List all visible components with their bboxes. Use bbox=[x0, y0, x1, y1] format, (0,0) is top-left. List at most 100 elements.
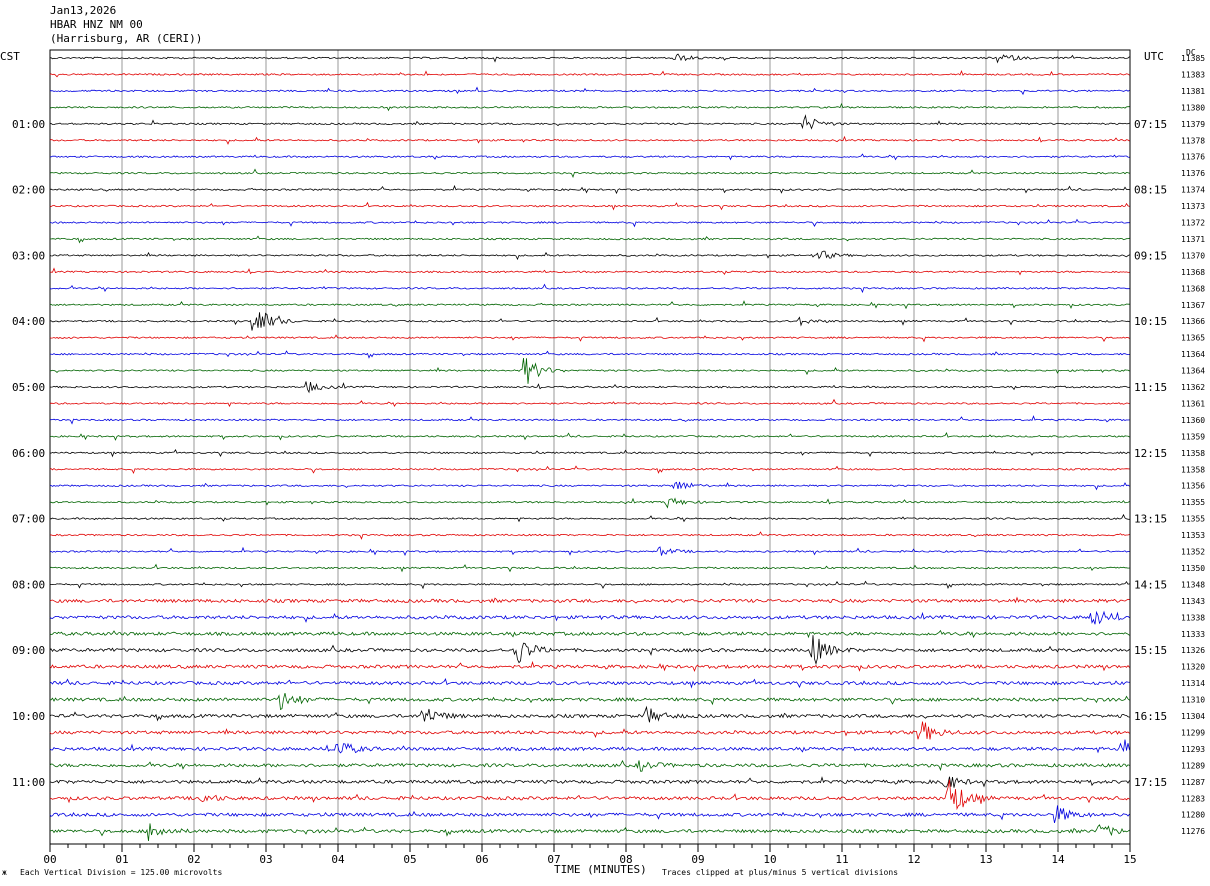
dc-value: 11280 bbox=[1181, 811, 1205, 820]
dc-value: 11353 bbox=[1181, 531, 1205, 540]
trace-line bbox=[49, 235, 1130, 244]
trace-line bbox=[49, 580, 1130, 590]
trace-line bbox=[49, 300, 1130, 310]
dc-value: 11304 bbox=[1181, 712, 1205, 721]
dc-value: 11348 bbox=[1181, 580, 1205, 589]
x-tick-label: 10 bbox=[763, 853, 776, 866]
trace-line bbox=[49, 481, 1130, 491]
trace-line bbox=[49, 114, 1130, 130]
x-tick-label: 03 bbox=[259, 853, 272, 866]
trace-line bbox=[49, 759, 1130, 772]
trace-line bbox=[49, 432, 1130, 441]
trace-line bbox=[49, 779, 1130, 811]
x-tick-label: 14 bbox=[1051, 853, 1065, 866]
trace-line bbox=[49, 312, 1130, 331]
hour-label-cst: 05:00 bbox=[12, 381, 45, 394]
dc-value: 11276 bbox=[1181, 827, 1205, 836]
dc-value: 11283 bbox=[1181, 794, 1205, 803]
trace-line bbox=[49, 398, 1130, 408]
x-tick-label: 06 bbox=[475, 853, 488, 866]
hour-label-cst: 03:00 bbox=[12, 249, 45, 262]
trace-line bbox=[49, 546, 1130, 556]
hour-label-utc: 07:15 bbox=[1134, 118, 1167, 131]
x-axis-title: TIME (MINUTES) bbox=[554, 863, 647, 876]
trace-line bbox=[49, 629, 1130, 639]
trace-line bbox=[49, 102, 1130, 112]
trace-line bbox=[49, 201, 1130, 211]
dc-value: 11380 bbox=[1181, 103, 1205, 112]
trace-line bbox=[49, 513, 1130, 523]
trace-line bbox=[49, 448, 1130, 458]
hour-label-utc: 17:15 bbox=[1134, 776, 1167, 789]
dc-value: 11385 bbox=[1181, 54, 1205, 63]
dc-value: 11352 bbox=[1181, 548, 1205, 557]
x-tick-label: 04 bbox=[331, 853, 345, 866]
dc-value: 11314 bbox=[1181, 679, 1205, 688]
dc-value: 11372 bbox=[1181, 219, 1205, 228]
dc-value: 11343 bbox=[1181, 597, 1205, 606]
scale-note-marker: ж bbox=[2, 868, 7, 877]
dc-value: 11366 bbox=[1181, 317, 1205, 326]
dc-value: 11362 bbox=[1181, 383, 1205, 392]
x-tick-label: 01 bbox=[115, 853, 128, 866]
plot-date: Jan13,2026 bbox=[50, 4, 117, 17]
dc-value: 11310 bbox=[1181, 696, 1205, 705]
dc-value: 11289 bbox=[1181, 761, 1205, 770]
hour-label-utc: 10:15 bbox=[1134, 315, 1167, 328]
x-tick-label: 07 bbox=[547, 853, 560, 866]
hour-label-utc: 11:15 bbox=[1134, 381, 1167, 394]
hour-label-utc: 08:15 bbox=[1134, 184, 1167, 197]
hour-label-utc: 14:15 bbox=[1134, 578, 1167, 591]
dc-value: 11381 bbox=[1181, 87, 1205, 96]
x-tick-label: 12 bbox=[907, 853, 920, 866]
x-tick-label: 11 bbox=[835, 853, 848, 866]
dc-value: 11364 bbox=[1181, 367, 1205, 376]
trace-line bbox=[49, 53, 1130, 64]
dc-value: 11326 bbox=[1181, 646, 1205, 655]
x-tick-label: 09 bbox=[691, 853, 704, 866]
trace-line bbox=[49, 283, 1130, 294]
dc-value: 11350 bbox=[1181, 564, 1205, 573]
dc-value: 11370 bbox=[1181, 251, 1205, 260]
trace-line bbox=[49, 635, 1130, 666]
dc-value: 11376 bbox=[1181, 153, 1205, 162]
dc-value: 11379 bbox=[1181, 120, 1205, 129]
dc-value: 11293 bbox=[1181, 745, 1205, 754]
trace-line bbox=[49, 677, 1130, 689]
clip-note: Traces clipped at plus/minus 5 vertical … bbox=[662, 868, 899, 877]
dc-value: 11359 bbox=[1181, 432, 1205, 441]
hour-label-cst: 09:00 bbox=[12, 644, 45, 657]
dc-value: 11378 bbox=[1181, 136, 1205, 145]
trace-line bbox=[49, 184, 1130, 195]
trace-line bbox=[49, 610, 1130, 625]
dc-value: 11383 bbox=[1181, 71, 1205, 80]
trace-line bbox=[49, 805, 1130, 823]
scale-note: Each Vertical Division = 125.00 microvol… bbox=[20, 868, 223, 877]
dc-value: 11299 bbox=[1181, 728, 1205, 737]
trace-line bbox=[49, 415, 1130, 425]
trace-line bbox=[49, 153, 1130, 161]
dc-column-label: DC bbox=[1186, 48, 1196, 57]
hour-label-utc: 13:15 bbox=[1134, 513, 1167, 526]
x-tick-label: 08 bbox=[619, 853, 632, 866]
dc-value: 11376 bbox=[1181, 169, 1205, 178]
dc-value: 11287 bbox=[1181, 778, 1205, 787]
dc-value: 11358 bbox=[1181, 465, 1205, 474]
dc-value: 11368 bbox=[1181, 284, 1205, 293]
dc-value: 11368 bbox=[1181, 268, 1205, 277]
trace-line bbox=[49, 739, 1130, 754]
x-tick-label: 05 bbox=[403, 853, 416, 866]
dc-value: 11373 bbox=[1181, 202, 1205, 211]
trace-line bbox=[49, 69, 1130, 78]
trace-line bbox=[49, 267, 1130, 276]
trace-line bbox=[49, 357, 1130, 384]
dc-value: 11355 bbox=[1181, 498, 1205, 507]
dc-value: 11333 bbox=[1181, 630, 1205, 639]
hour-label-cst: 02:00 bbox=[12, 184, 45, 197]
hour-label-cst: 07:00 bbox=[12, 513, 45, 526]
dc-value: 11365 bbox=[1181, 334, 1205, 343]
dc-value: 11364 bbox=[1181, 350, 1205, 359]
hour-label-utc: 12:15 bbox=[1134, 447, 1167, 460]
dc-value: 11320 bbox=[1181, 663, 1205, 672]
